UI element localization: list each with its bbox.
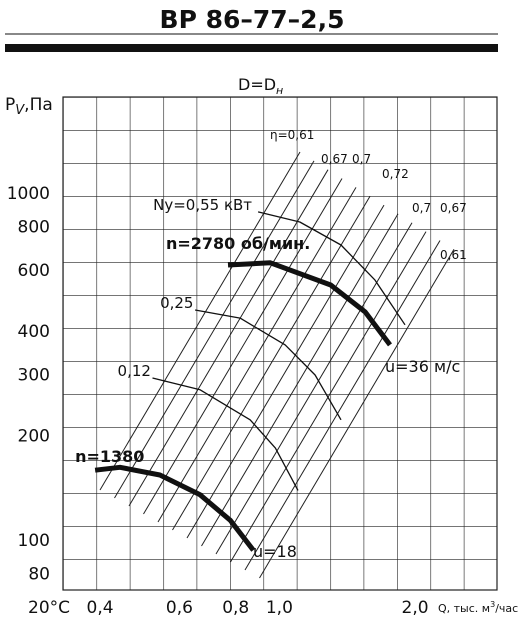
annotation: 0,67 [321,152,348,166]
system-line [186,204,385,539]
y-tick-label: 800 [18,218,50,238]
system-line [244,240,441,571]
y-tick-label: 100 [18,531,50,551]
annotation: 0,7 [412,201,431,215]
series-label: n=1380 [75,447,144,466]
y-label-unit: ,Па [24,95,53,115]
y-tick-label: 400 [18,322,50,342]
y-axis-label: PV,Па [5,95,53,118]
series-line [194,309,342,421]
x-label-sup: 3 [490,600,495,609]
y-tick-label: 300 [18,365,50,385]
series-line [257,211,406,326]
chart-grid [63,97,497,590]
series-line [94,464,256,552]
temperature: 20°С [28,598,70,618]
subtitle-sub: н [276,84,283,97]
annotation: η=0,61 [270,128,314,142]
y-label-sub: V [15,103,25,118]
annotation: u=18 [253,542,297,561]
x-axis-label: Q, тыс. м3/час [438,600,518,615]
system-line [215,222,413,555]
x-tick-label: 0,4 [87,598,114,618]
y-tick-label: 80 [28,565,50,585]
subtitle-main: D=D [238,75,276,94]
x-tick-label: 2,0 [402,598,429,618]
series-label: n=2780 об/мин. [166,234,310,253]
system-line [157,187,357,523]
y-tick-label: 1000 [7,184,50,204]
series-label: 0,12 [118,362,151,380]
series-label: 0,25 [160,294,193,312]
series-line [227,260,392,347]
system-line [172,195,371,531]
x-tick-label: 0,8 [222,598,249,618]
series-label: Ny=0,55 кВт [153,196,252,214]
x-tick-label: 0,6 [166,598,193,618]
page-title: ВР 86–77–2,5 [160,5,345,34]
system-line [128,169,329,507]
system-line [143,178,343,515]
series-line [152,377,299,491]
title-bar [5,44,498,52]
x-label-main: Q, тыс. м [438,602,490,615]
system-line [99,151,301,491]
annotation: 0,7 [352,152,371,166]
annotation: u=36 м/с [385,357,460,376]
annotation: 0,61 [440,248,467,262]
system-line [259,249,455,579]
y-tick-label: 200 [18,427,50,447]
annotation: 0,67 [440,201,467,215]
annotation: 0,72 [382,167,409,181]
subtitle: D=Dн [238,75,283,97]
x-label-unit: /час [495,602,518,615]
x-tick-label: 1,0 [266,598,293,618]
y-tick-label: 600 [18,261,50,281]
y-label-main: P [5,95,15,115]
plot-frame [62,96,498,591]
